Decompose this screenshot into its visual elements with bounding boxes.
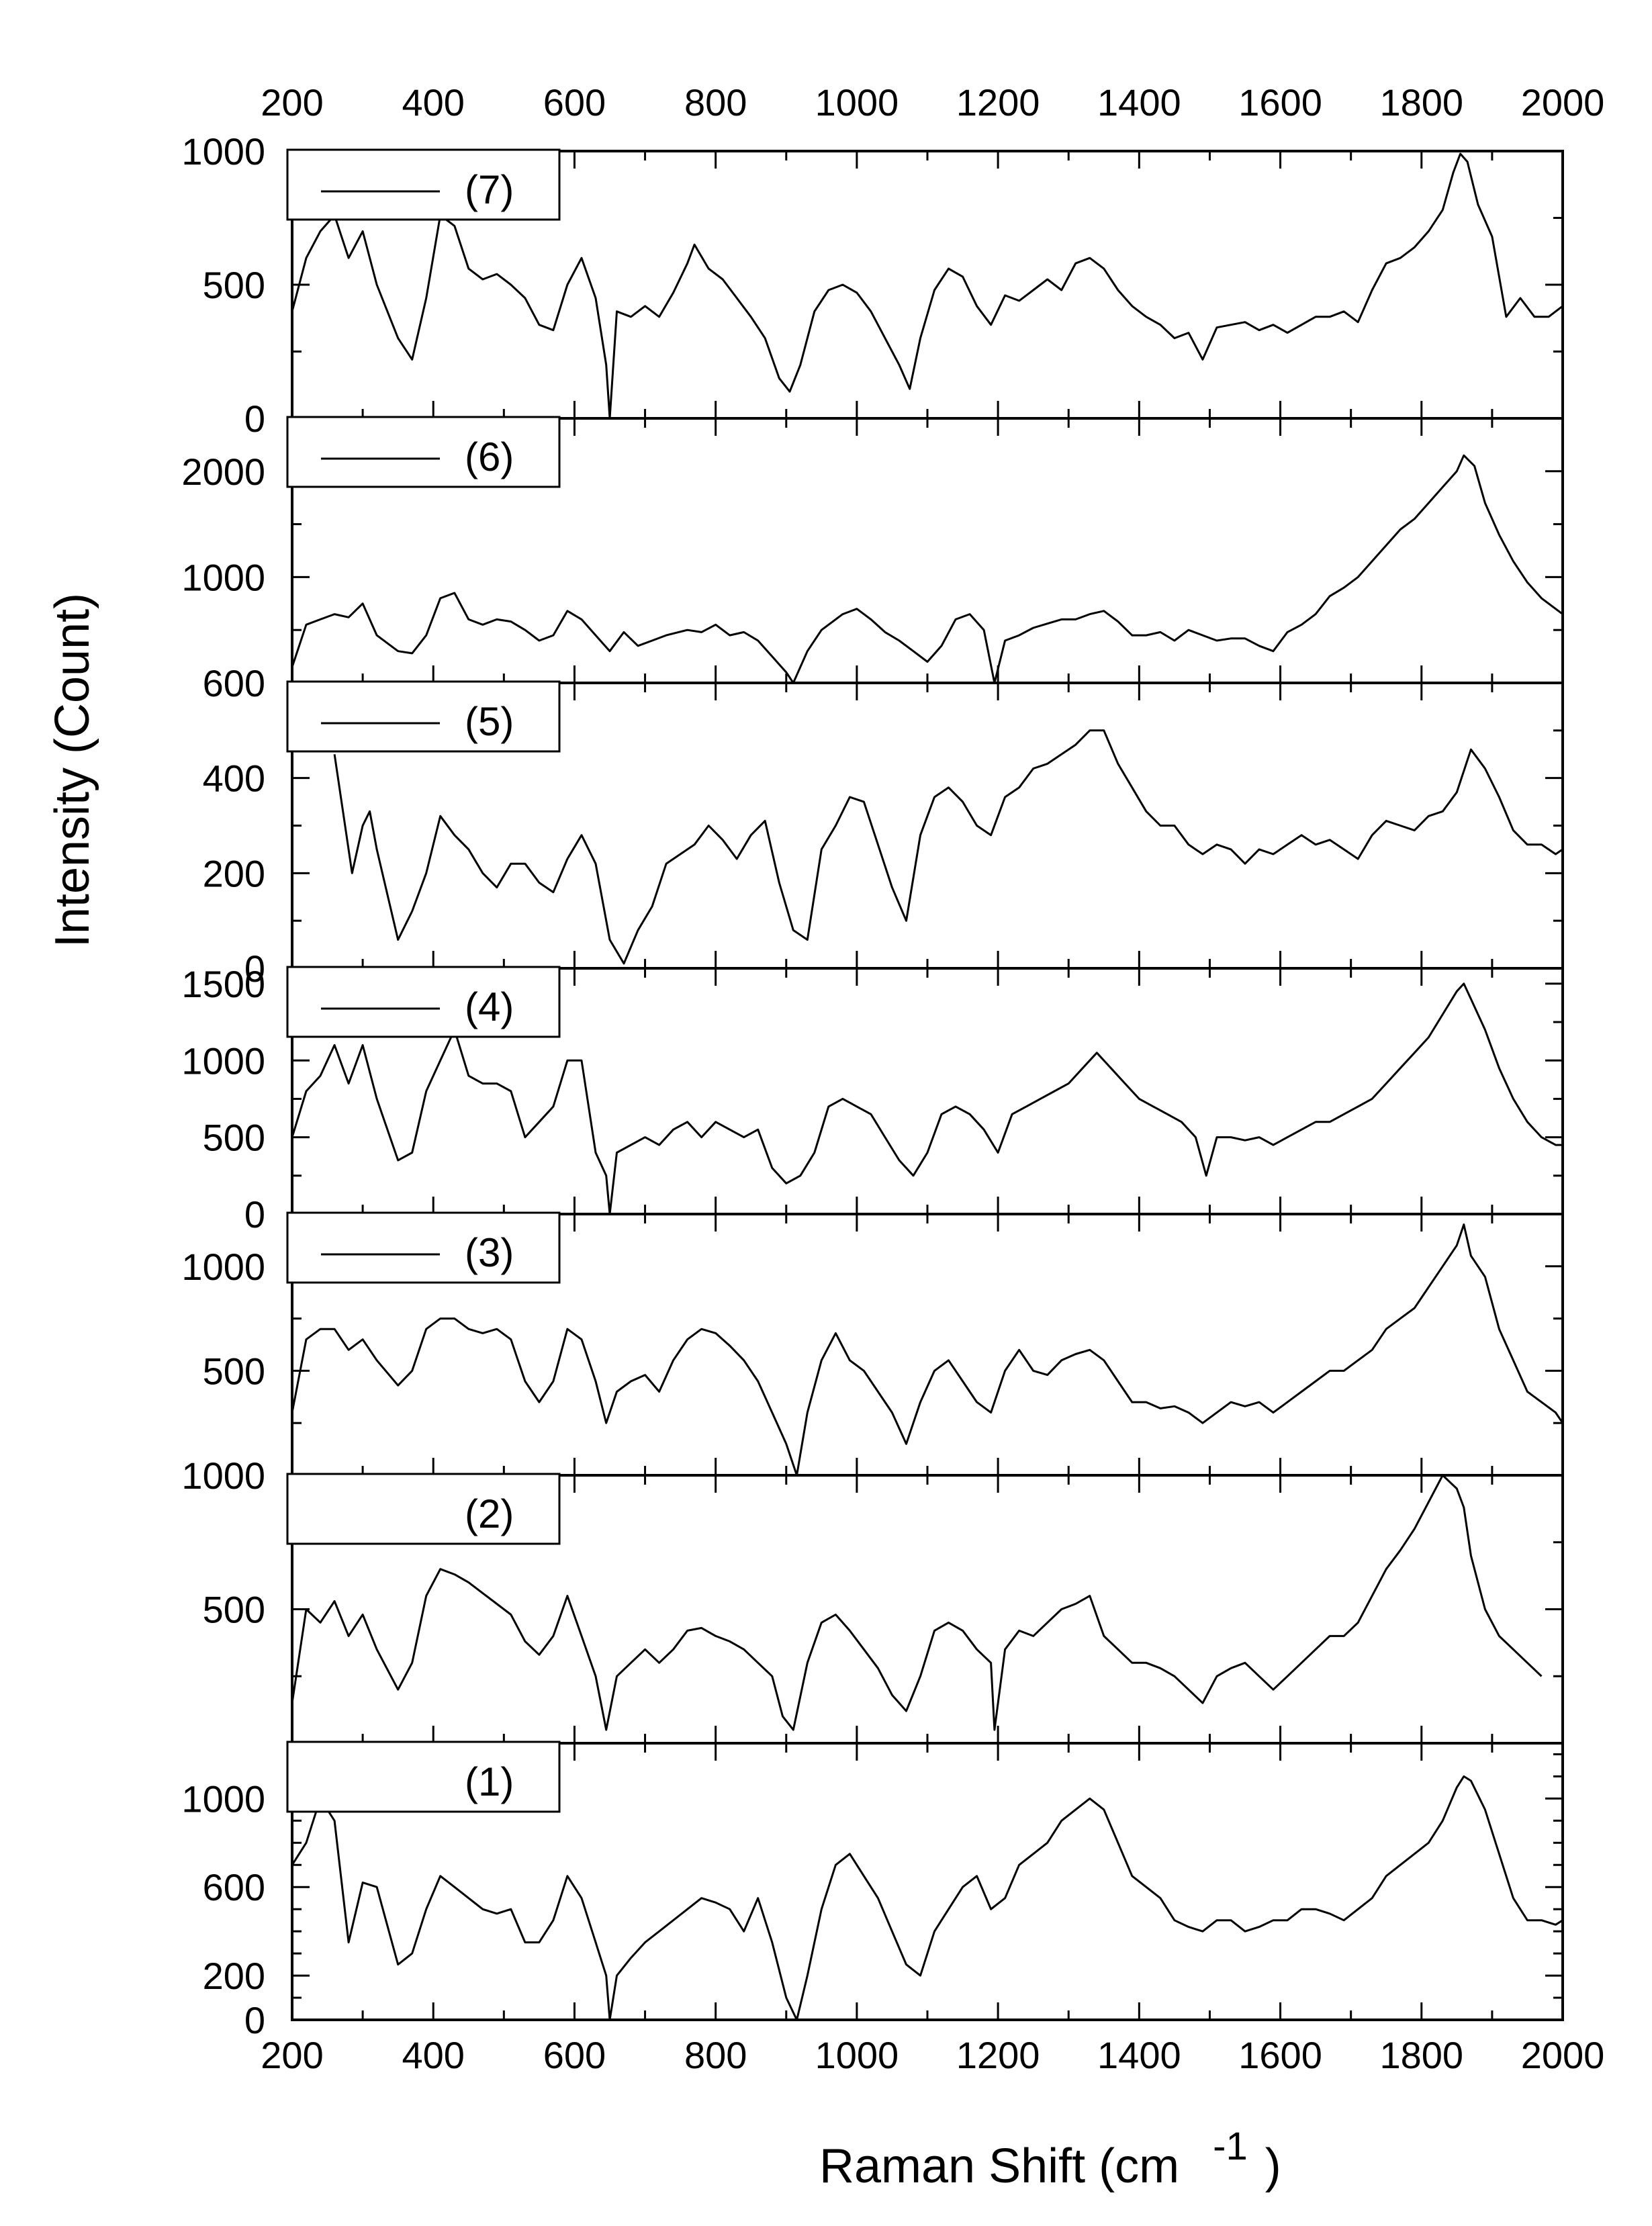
top-x-tick-label: 1600 (1238, 81, 1322, 124)
top-x-tick-label: 1200 (956, 81, 1040, 124)
y-tick-label: 0 (244, 398, 265, 440)
bottom-x-axis: 200 400 600 800 1000 1200 1400 1600 1800 2000 (261, 2034, 1604, 2076)
x-axis-title-main: Raman Shift (cm (819, 2139, 1179, 2193)
top-x-tick-label: 1800 (1379, 81, 1463, 124)
y-tick-label: 1000 (181, 556, 265, 598)
bottom-x-tick-label: 1200 (956, 2034, 1040, 2076)
panels-group: 05001000(7)10002000600(6)0200400(5)05001… (181, 130, 1564, 2041)
top-x-tick-label: 1000 (815, 81, 899, 124)
y-axis-title: Intensity (Count) (46, 593, 99, 947)
y-tick-label: 0 (244, 947, 265, 990)
legend-box (286, 416, 561, 488)
series-line-3 (291, 1223, 1564, 1477)
bottom-x-tick-label: 200 (261, 2034, 323, 2076)
legend-4: (4) (286, 966, 561, 1038)
top-x-tick-label: 2000 (1521, 81, 1605, 124)
legend-2: (2) (286, 1473, 561, 1545)
y-tick-label: 1000 (181, 1039, 265, 1082)
top-x-tick-label: 200 (261, 81, 323, 124)
x-axis-title-close: ) (1265, 2139, 1281, 2193)
bottom-x-tick-label: 1000 (815, 2034, 899, 2076)
bottom-x-tick-label: 1400 (1097, 2034, 1181, 2076)
series-line-1 (291, 1775, 1563, 2021)
legend-box (286, 1741, 561, 1813)
y-tick-label: 1500 (181, 963, 265, 1005)
bottom-x-tick-label: 800 (684, 2034, 747, 2076)
y-tick-label: 500 (203, 1117, 265, 1159)
y-tick-label: 400 (203, 757, 265, 800)
top-x-tick-label: 800 (684, 81, 747, 124)
panel-3: 500 1000 (3) (181, 1211, 1564, 1477)
series-line-2 (291, 1474, 1543, 1731)
y-tick-label: 1000 (181, 130, 265, 173)
legend-3: (3) (286, 1211, 561, 1284)
legend-box (286, 966, 561, 1038)
y-tick-label: 600 (203, 1866, 265, 1908)
y-tick-label: 600 (203, 662, 265, 704)
legend-box (286, 148, 561, 221)
bottom-x-tick-label: 2000 (1521, 2034, 1605, 2076)
top-x-axis: 200 400 600 800 1000 1200 1400 1600 1800 2000 (261, 81, 1604, 124)
legend-label: (6) (465, 434, 514, 479)
x-axis-title-superscript: -1 (1213, 2125, 1248, 2168)
legend-label: (2) (465, 1491, 514, 1536)
legend-label: (7) (465, 167, 514, 212)
legend-5: (5) (286, 680, 561, 753)
series-line-6 (291, 454, 1563, 684)
series-line-4 (291, 982, 1563, 1215)
y-tick-label: 1000 (181, 1777, 265, 1820)
legend-box (286, 680, 561, 753)
legend-box (286, 1211, 561, 1284)
y-tick-label: 0 (244, 1999, 265, 2041)
legend-label: (1) (465, 1759, 514, 1804)
bottom-x-tick-label: 1600 (1238, 2034, 1322, 2076)
panel-4: 0 500 1000 1500 (4) (181, 963, 1564, 1236)
bottom-x-tick-label: 600 (543, 2034, 606, 2076)
panel-6: 1000 2000 600 (6) (181, 416, 1564, 704)
series-line-7 (291, 152, 1563, 420)
y-tick-label: 500 (203, 1350, 265, 1392)
top-x-tick-label: 600 (543, 81, 606, 124)
series-line-5 (333, 729, 1563, 965)
y-tick-label: 0 (244, 1193, 265, 1236)
legend-7: (7) (286, 148, 561, 221)
y-tick-label: 500 (203, 264, 265, 306)
legend-box (286, 1473, 561, 1545)
panel-7: 0 500 1000 (7) (181, 130, 1564, 440)
y-tick-label: 1000 (181, 1246, 265, 1288)
legend-1: (1) (286, 1741, 561, 1813)
legend-label: (3) (465, 1230, 514, 1275)
top-x-tick-label: 1400 (1097, 81, 1181, 124)
legend-label: (5) (465, 699, 514, 744)
x-axis-title: Raman Shift (cm -1 ) (819, 2117, 1281, 2193)
y-tick-label: 200 (203, 1955, 265, 1997)
bottom-x-tick-label: 400 (402, 2034, 465, 2076)
legend-6: (6) (286, 416, 561, 488)
panel-2: 500 1000 (2) (181, 1454, 1564, 1745)
legend-label: (4) (465, 984, 514, 1029)
top-x-tick-label: 400 (402, 81, 465, 124)
y-tick-label: 1000 (181, 1454, 265, 1497)
bottom-x-tick-label: 1800 (1379, 2034, 1463, 2076)
y-tick-label: 200 (203, 852, 265, 894)
y-tick-label: 500 (203, 1589, 265, 1631)
panel-5: 0 200 400 (5) (203, 680, 1564, 990)
y-tick-label: 2000 (181, 451, 265, 493)
